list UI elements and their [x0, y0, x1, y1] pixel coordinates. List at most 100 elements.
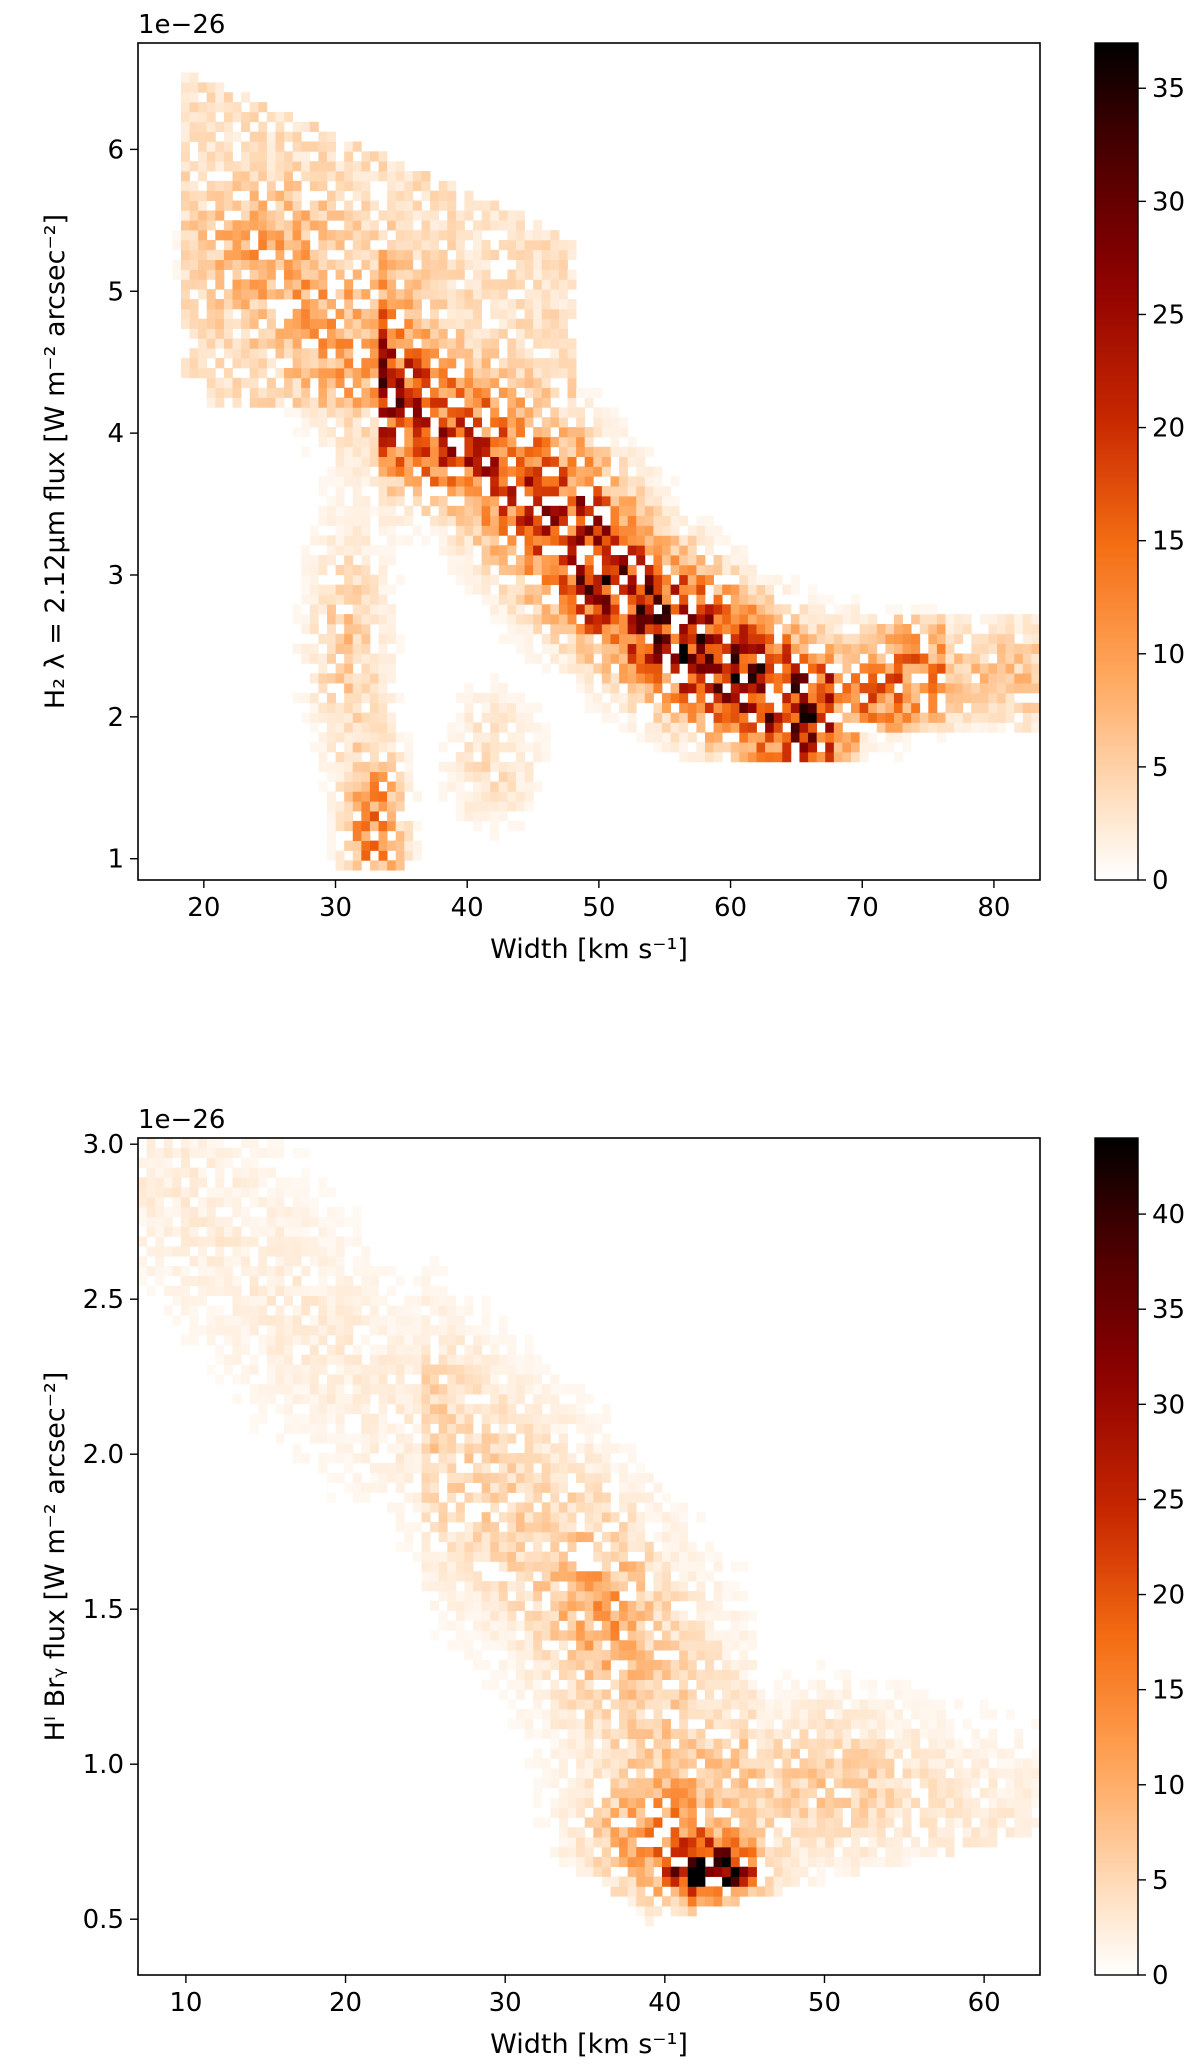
- heatmap-cell: [799, 633, 809, 645]
- heatmap-cell: [318, 1462, 328, 1474]
- heatmap-cell: [378, 210, 388, 221]
- heatmap-cell: [352, 1216, 362, 1228]
- heatmap-cell: [490, 1522, 500, 1533]
- heatmap-cell: [215, 190, 225, 201]
- heatmap-cell: [619, 1728, 629, 1740]
- heatmap-cell: [180, 220, 190, 231]
- heatmap-cell: [515, 269, 525, 280]
- heatmap-cell: [232, 200, 242, 211]
- heatmap-cell: [404, 742, 414, 753]
- heatmap-cell: [550, 1551, 560, 1562]
- heatmap-cell: [859, 1778, 869, 1789]
- heatmap-cell: [404, 850, 414, 861]
- heatmap-cell: [576, 1384, 586, 1395]
- heatmap-cell: [601, 643, 611, 654]
- heatmap-cell: [507, 436, 517, 448]
- heatmap-cell: [266, 220, 276, 231]
- heatmap-cell: [816, 1768, 826, 1779]
- heatmap-cell: [558, 318, 568, 329]
- heatmap-cell: [558, 1413, 568, 1424]
- heatmap-cell: [610, 1876, 620, 1887]
- heatmap-cell: [387, 358, 397, 369]
- heatmap-cell: [163, 1157, 173, 1168]
- heatmap-cell: [533, 1551, 543, 1562]
- heatmap-cell: [653, 1531, 663, 1543]
- heatmap-cell: [619, 1443, 629, 1454]
- heatmap-cell: [747, 1679, 757, 1690]
- heatmap-cell: [232, 1374, 242, 1385]
- heatmap-cell: [825, 1827, 835, 1838]
- heatmap-cell: [679, 692, 689, 704]
- heatmap-cell: [782, 1787, 792, 1799]
- heatmap-cell: [1031, 683, 1041, 694]
- heatmap-cell: [653, 633, 663, 645]
- heatmap-cell: [722, 614, 732, 625]
- heatmap-cell: [533, 781, 543, 792]
- heatmap-cell: [782, 604, 792, 615]
- heatmap-cell: [189, 190, 199, 201]
- heatmap-cell: [369, 1285, 379, 1296]
- heatmap-cell: [241, 1167, 251, 1178]
- heatmap-cell: [842, 1728, 852, 1740]
- heatmap-cell: [636, 525, 646, 536]
- heatmap-cell: [782, 1876, 792, 1887]
- heatmap-cell: [696, 1837, 706, 1848]
- heatmap-cell: [515, 1472, 525, 1484]
- heatmap-cell: [241, 141, 251, 152]
- heatmap-cell: [507, 1334, 517, 1346]
- heatmap-cell: [447, 289, 457, 300]
- heatmap-cell: [387, 417, 397, 428]
- heatmap-cell: [378, 614, 388, 625]
- heatmap-cell: [369, 1295, 379, 1306]
- heatmap-cell: [747, 574, 757, 585]
- heatmap-cell: [696, 1827, 706, 1838]
- heatmap-cell: [481, 1551, 491, 1562]
- heatmap-cell: [601, 1748, 611, 1759]
- heatmap-cell: [833, 614, 843, 625]
- heatmap-cell: [326, 1413, 336, 1424]
- heatmap-cell: [421, 180, 431, 192]
- heatmap-cell: [335, 407, 345, 418]
- heatmap-cell: [473, 801, 483, 812]
- heatmap-cell: [266, 358, 276, 369]
- heatmap-cell: [722, 1768, 732, 1779]
- heatmap-cell: [790, 702, 800, 713]
- heatmap-cell: [713, 1837, 723, 1848]
- heatmap-cell: [421, 1354, 431, 1365]
- heatmap-cell: [309, 1374, 319, 1385]
- heatmap-cell: [301, 1334, 311, 1346]
- heatmap-cell: [455, 732, 465, 743]
- heatmap-cell: [421, 210, 431, 221]
- heatmap-cell: [747, 653, 757, 664]
- heatmap-cell: [387, 732, 397, 743]
- heatmap-cell: [198, 328, 208, 339]
- heatmap-cell: [576, 604, 586, 615]
- heatmap-cell: [155, 1275, 165, 1287]
- heatmap-cell: [997, 633, 1007, 645]
- heatmap-cell: [911, 643, 921, 654]
- heatmap-cell: [584, 1728, 594, 1740]
- heatmap-cell: [189, 180, 199, 192]
- heatmap-cell: [550, 564, 560, 576]
- heatmap-cell: [412, 1364, 422, 1375]
- heatmap-cell: [747, 1640, 757, 1651]
- heatmap-cell: [541, 722, 551, 733]
- heatmap-cell: [696, 535, 706, 546]
- heatmap-cell: [447, 220, 457, 231]
- heatmap-cell: [945, 653, 955, 664]
- heatmap-cell: [490, 279, 500, 290]
- heatmap-cell: [498, 1403, 508, 1415]
- heatmap-cell: [430, 476, 440, 487]
- heatmap-cell: [326, 239, 336, 251]
- heatmap-cell: [335, 820, 345, 832]
- heatmap-cell: [558, 407, 568, 418]
- heatmap-cell: [326, 151, 336, 162]
- heatmap-cell: [636, 1512, 646, 1523]
- heatmap-cell: [335, 1354, 345, 1365]
- heatmap-cell: [902, 692, 912, 704]
- heatmap-cell: [447, 279, 457, 290]
- heatmap-cell: [490, 476, 500, 487]
- heatmap-cell: [507, 515, 517, 526]
- heatmap-cell: [352, 1315, 362, 1326]
- heatmap-cell: [438, 525, 448, 536]
